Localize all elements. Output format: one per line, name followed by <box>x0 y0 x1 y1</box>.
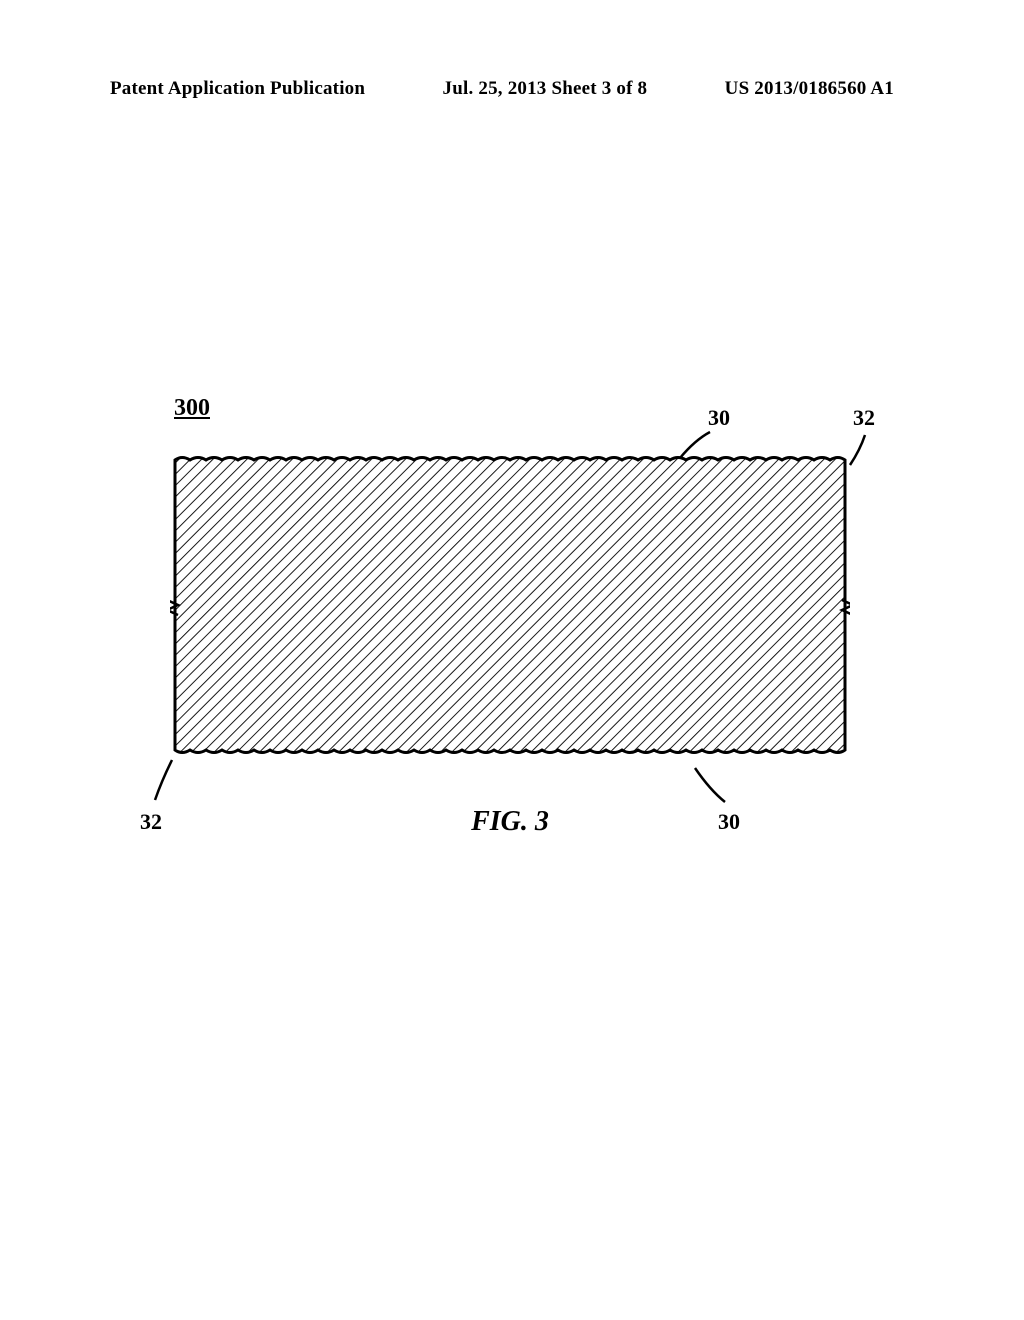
label-30-bottom: 30 <box>718 809 740 835</box>
cross-section-diagram <box>170 445 850 765</box>
label-30-top: 30 <box>708 405 730 431</box>
label-32-top: 32 <box>853 405 875 431</box>
figure-caption: FIG. 3 <box>471 806 549 838</box>
header-patent-number: US 2013/0186560 A1 <box>725 78 894 100</box>
header-publication-type: Patent Application Publication <box>110 78 365 100</box>
page-header: Patent Application Publication Jul. 25, … <box>0 78 1024 100</box>
header-date-sheet: Jul. 25, 2013 Sheet 3 of 8 <box>443 78 648 100</box>
label-32-bottom: 32 <box>140 809 162 835</box>
figure-reference-number: 300 <box>174 395 210 422</box>
figure-3-container: 300 30 32 32 30 FIG. 3 <box>150 410 870 820</box>
